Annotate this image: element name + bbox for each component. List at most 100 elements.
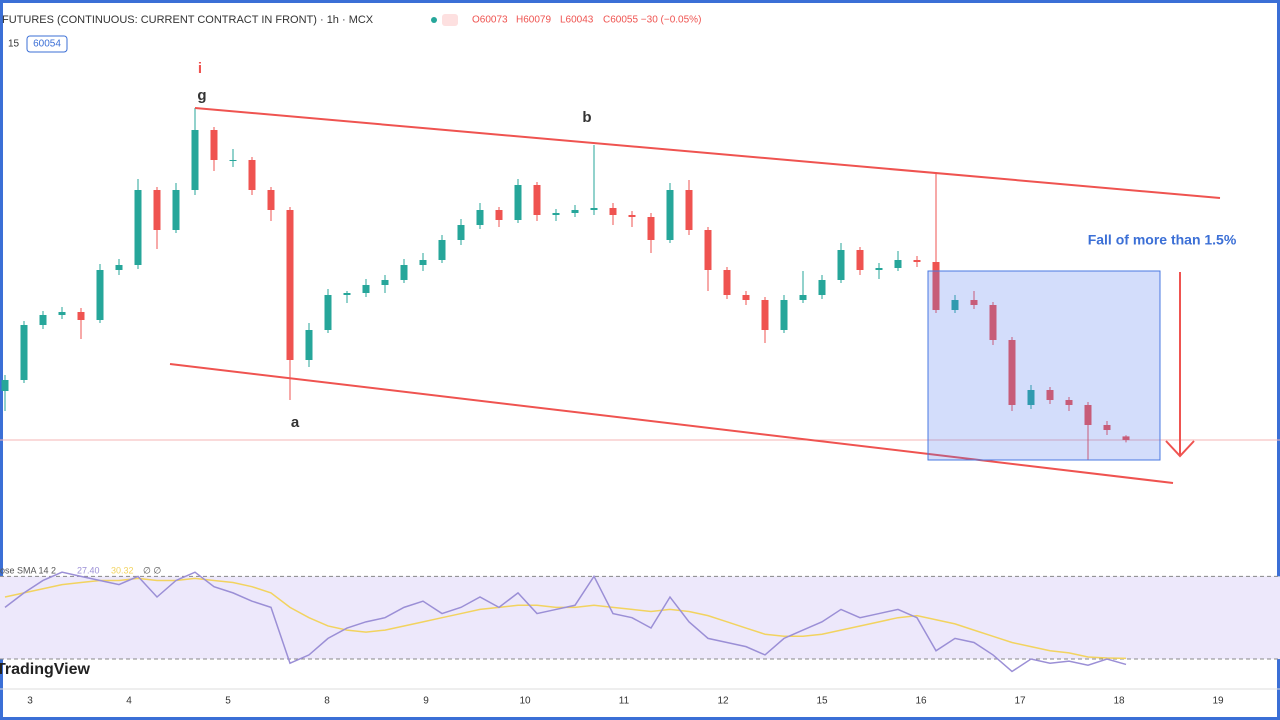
candle-body: [1, 380, 9, 391]
candle-body: [438, 240, 446, 260]
candle-body: [894, 260, 902, 268]
candle-body: [1103, 425, 1111, 430]
ohlc-open: O60073: [472, 15, 508, 26]
rsi-value: 27.40: [77, 565, 100, 575]
candle-body: [210, 130, 218, 160]
candle-body: [172, 190, 180, 230]
candle-body: [153, 190, 161, 230]
candle-body: [875, 268, 883, 270]
indicator-legend: ose SMA 14 2: [0, 565, 56, 575]
rsi-panel: ose SMA 14 2 27.40 30.32 ∅ ∅: [0, 565, 1280, 673]
wave-label: a: [291, 414, 300, 431]
candle-body: [647, 217, 655, 240]
x-tick-label: 10: [519, 696, 531, 707]
x-axis-labels: 3 4 5 8 9 10 11 12 15 16 17 18 19: [27, 696, 1224, 707]
candle-body: [533, 185, 541, 215]
wave-label: g: [197, 87, 206, 104]
candle-body: [970, 300, 978, 305]
rsi-line: [4, 571, 1127, 673]
candle-body: [457, 225, 465, 240]
candle-body: [495, 210, 503, 220]
x-tick-label: 17: [1014, 696, 1026, 707]
candle-body: [400, 265, 408, 280]
candle-body: [248, 160, 256, 190]
candle-body: [666, 190, 674, 240]
fall-arrow-head: [1165, 440, 1195, 458]
candle-body: [39, 315, 47, 325]
candle-body: [932, 262, 940, 310]
status-dot: [431, 17, 437, 23]
rsi-band: [0, 576, 1280, 660]
price-box: [26, 35, 68, 53]
x-tick-label: 3: [27, 696, 33, 707]
candle-body: [799, 295, 807, 300]
candle-body: [419, 260, 427, 265]
status-badge: [442, 14, 458, 26]
candle-body: [780, 300, 788, 330]
x-tick-label: 5: [225, 696, 231, 707]
sma-value: 30.32: [111, 565, 134, 575]
candle-body: [191, 130, 199, 190]
candle-body: [324, 295, 332, 330]
wave-label: b: [582, 109, 591, 126]
candle-body: [1122, 436, 1130, 440]
candle-body: [514, 185, 522, 220]
candles: [0, 108, 1280, 460]
candle-body: [628, 215, 636, 217]
x-tick-label: 9: [423, 696, 429, 707]
candle-body: [723, 270, 731, 295]
candle-body: [704, 230, 712, 270]
candle-body: [1008, 340, 1016, 405]
candle-body: [476, 210, 484, 225]
candle-body: [1046, 390, 1054, 400]
fall-box: [927, 270, 1161, 461]
channel-lower: [169, 363, 1174, 484]
candle-body: [115, 265, 123, 270]
x-tick-label: 8: [324, 696, 330, 707]
candle-body: [96, 270, 104, 320]
x-tick-label: 19: [1212, 696, 1224, 707]
candle-body: [989, 305, 997, 340]
candle-body: [913, 260, 921, 262]
candle-body: [818, 280, 826, 295]
fall-annotation: Fall of more than 1.5%: [1088, 232, 1237, 248]
channel-upper: [194, 107, 1221, 199]
candle-body: [685, 190, 693, 230]
interval: 15: [8, 39, 20, 50]
candle-body: [951, 300, 959, 310]
candle-body: [1065, 400, 1073, 405]
candle-body: [742, 295, 750, 300]
wave-label: i: [198, 60, 202, 77]
x-tick-label: 4: [126, 696, 132, 707]
ohlc-high: H60079: [516, 15, 551, 26]
candle-body: [134, 190, 142, 265]
candle-body: [381, 280, 389, 285]
x-tick-label: 12: [717, 696, 729, 707]
candle-body: [58, 312, 66, 315]
candle-body: [229, 160, 237, 161]
candle-body: [343, 293, 351, 295]
indicator-extra: ∅ ∅: [143, 565, 161, 575]
x-tick-label: 18: [1113, 696, 1125, 707]
candle-body: [590, 208, 598, 210]
candle-body: [286, 210, 294, 360]
x-tick-label: 16: [915, 696, 927, 707]
candle-body: [837, 250, 845, 280]
candle-body: [571, 210, 579, 213]
candle-body: [1027, 390, 1035, 405]
candle-body: [552, 213, 560, 215]
x-tick-label: 15: [816, 696, 828, 707]
ohlc-close: C60055 −30 (−0.05%): [603, 15, 701, 26]
candle-body: [77, 312, 85, 320]
x-tick-label: 11: [619, 696, 630, 707]
candle-body: [305, 330, 313, 360]
candle-body: [761, 300, 769, 330]
candle-body: [267, 190, 275, 210]
candle-body: [20, 325, 28, 380]
candle-body: [609, 208, 617, 215]
price-box-text: 60054: [33, 39, 61, 50]
candle-body: [362, 285, 370, 293]
candle-body: [1084, 405, 1092, 425]
